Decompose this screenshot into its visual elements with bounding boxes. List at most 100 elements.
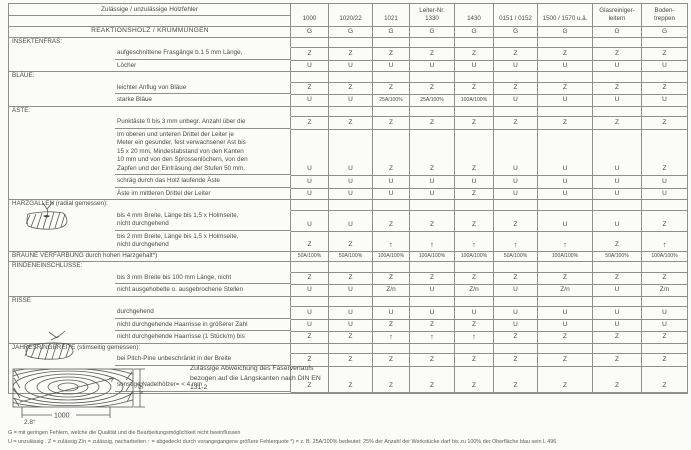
row-label-area: nicht durchgehende Haarrisse in größerer…	[9, 319, 291, 332]
cell-value	[455, 296, 494, 307]
cell-value	[593, 72, 642, 83]
cell-value	[455, 262, 494, 273]
row-label-area: HARZGALLEN (radial gemessen):	[9, 200, 291, 211]
cell-value	[593, 37, 642, 48]
row-label: schräg durch das Holz laufende Äste	[115, 176, 290, 188]
cell-value	[291, 343, 329, 354]
cell-value: Z	[642, 83, 687, 95]
row-label: nicht durchgehende Haarrisse (1 Stück/m)…	[117, 333, 245, 340]
cell-value	[291, 262, 329, 273]
cell-value: G	[593, 27, 642, 38]
cell-value	[593, 343, 642, 354]
table-row: aufgeschnittene Frasgänge b.1 5 mm Länge…	[9, 48, 687, 61]
table-row: leichter Anflug von Bläue Z Z Z Z Z Z Z Z Z	[9, 82, 687, 95]
row-label: bei Pitch-Pine unbeschränkt in der Breit…	[115, 354, 290, 366]
cell-value	[410, 37, 455, 48]
row-label-area: REAKTIONSHOLZ / KRÜMMUNGEN	[9, 27, 291, 38]
cell-value	[494, 37, 538, 48]
cell-value: U	[538, 95, 593, 107]
cell-value: Z	[538, 354, 593, 367]
cell-value: Z	[410, 117, 455, 130]
column-header: Boden- treppen	[642, 4, 687, 27]
cell-value: Z	[373, 48, 410, 61]
cell-value: Z	[494, 210, 538, 232]
cell-value: U	[455, 176, 494, 189]
cell-value: Z	[642, 48, 687, 61]
cell-value	[373, 106, 410, 117]
cell-value: Z	[329, 117, 373, 130]
cell-value: Z	[642, 273, 687, 285]
cell-value: 100A/100%	[455, 95, 494, 107]
cell-value: ↑	[455, 332, 494, 344]
harzgallen-sketch-icon	[25, 201, 68, 230]
cell-value: U	[455, 60, 494, 72]
row-label-area: aufgeschnittene Frasgänge b.1 5 mm Länge…	[9, 48, 291, 61]
cell-value: Z	[291, 231, 329, 252]
table-row: nicht ausgehobelte o. ausgebrochene Stel…	[9, 285, 687, 297]
cell-value: U	[538, 129, 593, 176]
cell-value: Z	[410, 366, 455, 393]
cell-value: U	[593, 319, 642, 332]
row-label-area: JAHRESRINGBREITE (stimseitig gemessen):	[9, 343, 291, 354]
row-label-area: schräg durch das Holz laufende Äste	[9, 176, 291, 189]
fiber-deviation-note: Zulässige Abweichung des Faserverlaufs b…	[190, 365, 321, 391]
cell-value: 25A/100%	[373, 95, 410, 107]
row-label-area: ÄSTE:	[9, 106, 291, 117]
cell-value	[373, 72, 410, 83]
column-header: Glasreiniger- leitern	[593, 4, 642, 27]
row-label-area: bis 4 mm Breite, Länge bis 1,5 x Holmsei…	[9, 210, 291, 232]
cell-value	[593, 200, 642, 211]
row-label-area: leichter Anflug von Bläue	[9, 82, 291, 95]
cell-value: U	[410, 285, 455, 297]
cell-value: U	[642, 176, 687, 189]
cell-value: 100A/100%	[538, 251, 593, 262]
cell-value	[410, 296, 455, 307]
cell-value: U	[291, 95, 329, 107]
cell-value: U	[329, 95, 373, 107]
row-label-area: Punktäste 0 bis 3 mm unbegr. Anzahl über…	[9, 117, 291, 130]
cell-value: U	[373, 176, 410, 189]
cell-value: Z	[373, 129, 410, 176]
cell-value	[373, 343, 410, 354]
cell-value: Z	[410, 354, 455, 367]
cell-value: Z/n	[373, 285, 410, 297]
cell-value: U	[291, 210, 329, 232]
cell-value: 50A/100%	[291, 251, 329, 262]
cell-value	[329, 72, 373, 83]
cell-value	[329, 106, 373, 117]
grain-length-label: 1000	[54, 413, 70, 420]
fiber-deviation-sketch: 2.8° 1000 ≤ 50	[12, 368, 145, 426]
cell-value: U	[455, 307, 494, 320]
cell-value: Z	[593, 332, 642, 344]
cell-value: G	[642, 27, 687, 38]
table-row: nicht durchgehende Haarrisse in größerer…	[9, 319, 687, 332]
cell-value	[538, 343, 593, 354]
cell-value	[455, 343, 494, 354]
wood-defects-table: Zulässige / unzulässige Holzfehler 1000 10…	[8, 3, 688, 394]
table-title-area: Zulässige / unzulässige Holzfehler	[9, 4, 291, 27]
cell-value: Z	[494, 354, 538, 367]
cell-value: 50A/100%	[494, 251, 538, 262]
cell-value: Z	[329, 354, 373, 367]
cell-value	[642, 262, 687, 273]
cell-value: Z	[410, 82, 455, 95]
cell-value: ↑	[410, 332, 455, 344]
cell-value: Z	[373, 354, 410, 367]
cell-value: ↑	[373, 231, 410, 252]
cell-value: U	[642, 320, 687, 332]
table-row: Punktäste 0 bis 3 mm unbegr. Anzahl über…	[9, 117, 687, 130]
table-row: starke Bläue U U 25A/100% 25A/100% 100A/100% U…	[9, 95, 687, 107]
cell-value: U	[494, 285, 538, 297]
cell-value: Z	[494, 82, 538, 95]
cell-value: U	[642, 95, 687, 107]
row-label: sonstige Nadelhölzer= < 4 mm	[115, 380, 290, 392]
cell-value	[642, 38, 687, 48]
cell-value	[642, 344, 687, 354]
cell-value: ↑	[455, 231, 494, 252]
cell-value: Z	[455, 117, 494, 130]
cell-value	[538, 72, 593, 83]
cell-value	[538, 262, 593, 273]
cell-value: U	[593, 188, 642, 200]
cell-value	[291, 296, 329, 307]
cell-value: Z	[494, 48, 538, 61]
